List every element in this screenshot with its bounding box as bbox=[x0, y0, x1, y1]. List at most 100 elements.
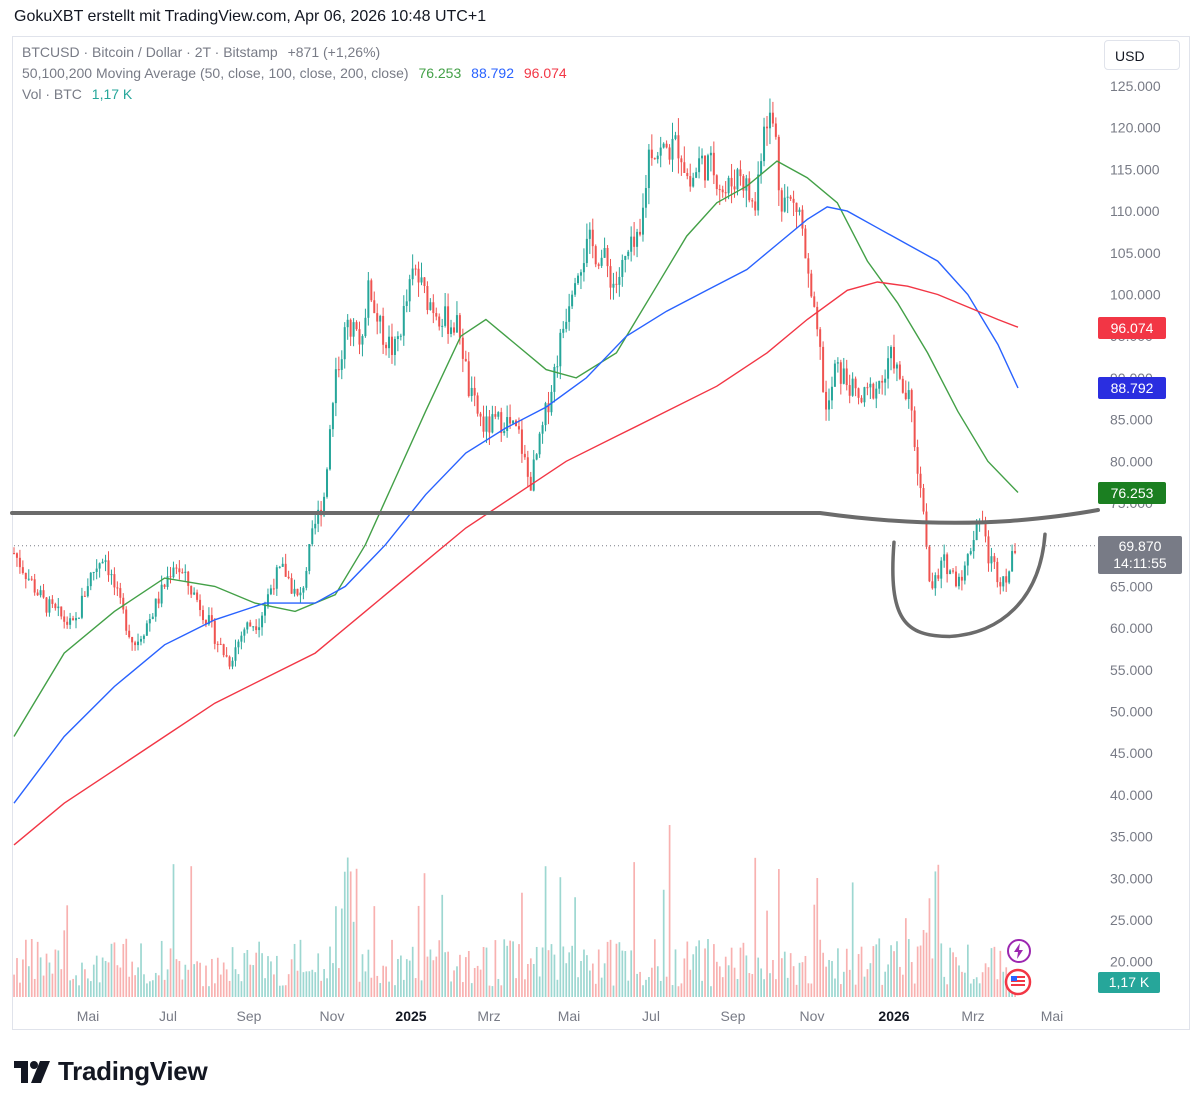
candle-body bbox=[987, 536, 990, 564]
volume-bar bbox=[515, 978, 517, 997]
volume-bar bbox=[881, 984, 884, 997]
volume-bar bbox=[160, 940, 163, 997]
x-tick-label: Mrz bbox=[477, 1008, 500, 1024]
legend-ma-label: 50,100,200 Moving Average (50, close, 10… bbox=[22, 65, 409, 81]
candle-body bbox=[497, 412, 500, 417]
lightning-icon[interactable] bbox=[1006, 938, 1032, 964]
candle-body bbox=[751, 200, 754, 202]
volume-bar bbox=[801, 962, 804, 997]
volume-bar bbox=[769, 973, 771, 997]
candle-body bbox=[763, 126, 766, 162]
volume-bar bbox=[943, 976, 946, 997]
volume-bar bbox=[453, 970, 455, 997]
candle-body bbox=[724, 192, 727, 194]
y-tick-label: 30.000 bbox=[1110, 870, 1153, 886]
legend-symbol: BTCUSD · Bitcoin / Dollar · 2T · Bitstam… bbox=[22, 44, 380, 60]
candle-body bbox=[411, 268, 414, 280]
candle-body bbox=[866, 387, 869, 389]
volume-bar bbox=[795, 984, 798, 997]
volume-bar bbox=[568, 952, 571, 997]
candle-body bbox=[169, 576, 172, 578]
candle-body bbox=[488, 416, 491, 433]
candle-body bbox=[780, 190, 783, 212]
y-tick-label: 120.000 bbox=[1110, 120, 1161, 136]
candle-body bbox=[95, 568, 98, 572]
volume-bar bbox=[184, 964, 187, 997]
candle-body bbox=[450, 327, 453, 334]
volume-bar bbox=[302, 972, 305, 997]
volume-bar bbox=[580, 961, 582, 997]
candle-body bbox=[60, 606, 63, 617]
volume-bar bbox=[267, 956, 269, 997]
candle-body bbox=[615, 283, 618, 285]
volume-bar bbox=[707, 939, 709, 997]
tradingview-logo[interactable]: TradingView bbox=[14, 1056, 208, 1087]
candle-body bbox=[698, 158, 701, 173]
candle-body bbox=[399, 335, 402, 337]
candle-body bbox=[343, 327, 346, 360]
candle-body bbox=[946, 554, 949, 575]
volume-bar bbox=[730, 947, 733, 997]
volume-bar bbox=[512, 941, 514, 997]
candle-body bbox=[42, 590, 45, 598]
volume-bar bbox=[134, 975, 136, 997]
candle-body bbox=[674, 135, 677, 139]
candle-body bbox=[131, 637, 134, 643]
candle-body bbox=[544, 403, 547, 426]
candle-body bbox=[255, 626, 258, 631]
tradingview-logo-icon bbox=[14, 1060, 50, 1083]
volume-bar bbox=[488, 985, 491, 997]
volume-bar bbox=[916, 946, 919, 997]
candle-body bbox=[603, 247, 606, 258]
candle-body bbox=[813, 296, 816, 307]
volume-bar bbox=[193, 964, 196, 997]
candle-body bbox=[887, 358, 890, 379]
volume-bar bbox=[308, 971, 311, 997]
volume-bar bbox=[686, 941, 689, 997]
candle-body bbox=[210, 615, 213, 621]
candle-body bbox=[193, 592, 196, 595]
volume-bar bbox=[22, 959, 24, 997]
volume-bar bbox=[760, 968, 762, 997]
currency-button[interactable]: USD bbox=[1104, 40, 1180, 70]
candle-body bbox=[24, 573, 27, 580]
candle-body bbox=[228, 656, 231, 667]
candle-body bbox=[550, 391, 553, 413]
volume-bar bbox=[937, 864, 940, 997]
candle-body bbox=[795, 202, 798, 213]
candle-body bbox=[624, 256, 627, 260]
candle-body bbox=[954, 571, 957, 587]
volume-bar bbox=[426, 956, 429, 997]
volume-bar bbox=[391, 939, 393, 997]
volume-bar bbox=[163, 979, 166, 997]
volume-bar bbox=[680, 983, 683, 997]
x-tick-label: Mai bbox=[558, 1008, 581, 1024]
volume-bar bbox=[456, 966, 458, 997]
volume-bar bbox=[293, 943, 296, 997]
volume-bar bbox=[884, 971, 887, 997]
candle-body bbox=[370, 280, 373, 301]
legend-volume: Vol · BTC 1,17 K bbox=[22, 86, 132, 102]
volume-bar bbox=[748, 973, 751, 997]
candle-body bbox=[792, 198, 795, 203]
candle-body bbox=[532, 459, 535, 491]
volume-bar bbox=[860, 946, 863, 997]
volume-bar bbox=[63, 930, 66, 997]
candle-body bbox=[857, 388, 860, 398]
candle-body bbox=[562, 328, 565, 333]
candle-body bbox=[181, 572, 184, 574]
volume-bar bbox=[958, 965, 960, 997]
volume-bar bbox=[19, 982, 21, 997]
candle-body bbox=[1008, 571, 1011, 583]
chart-frame bbox=[12, 36, 1190, 1030]
candle-body bbox=[680, 158, 683, 163]
candle-body bbox=[969, 551, 972, 555]
volume-bar bbox=[39, 957, 42, 997]
volume-bar bbox=[766, 910, 768, 997]
us-flag-event-icon[interactable] bbox=[1004, 968, 1036, 996]
candle-body bbox=[455, 315, 458, 333]
volume-bar bbox=[87, 978, 89, 997]
candle-body bbox=[881, 380, 884, 383]
volume-bar bbox=[349, 871, 352, 997]
volume-bar bbox=[840, 984, 842, 997]
